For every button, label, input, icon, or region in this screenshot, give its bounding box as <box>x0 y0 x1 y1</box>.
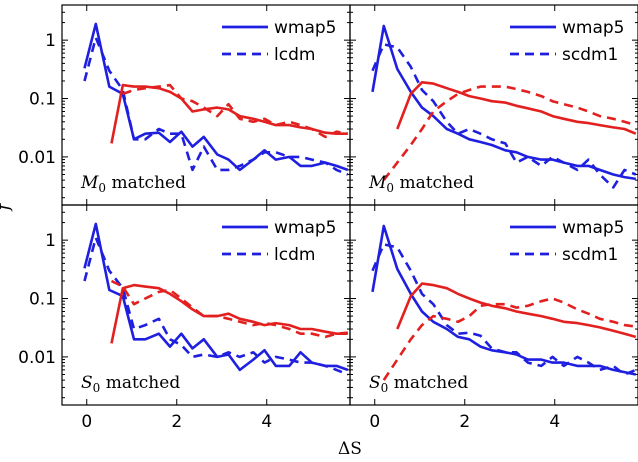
y-tick-label: 0.01 <box>18 348 56 368</box>
panel-top-left: 1 0.1 0.01 wmap5 lcdm M0 matched <box>18 4 351 206</box>
y-tick-label: 1 <box>45 231 56 251</box>
y-tick-label: 0.1 <box>29 290 56 310</box>
series-line-red-solid <box>396 282 637 339</box>
x-tick-label: 4 <box>261 412 272 432</box>
legend-label: wmap5 <box>562 218 625 238</box>
y-tick-label: 1 <box>45 31 56 51</box>
legend-label: lcdm <box>274 245 315 265</box>
x-tick-label: 2 <box>171 412 182 432</box>
series-line-red-dashed <box>110 279 348 339</box>
x-tick-label: 0 <box>369 412 380 432</box>
series-line-red-dashed <box>382 85 637 181</box>
panel-label-sub: 0 <box>381 381 389 395</box>
panel-label-sub: 0 <box>386 181 394 195</box>
panel-label-text: matched <box>394 173 474 193</box>
legend-label: scdm1 <box>562 245 618 265</box>
x-tick-label: 4 <box>549 412 560 432</box>
panel-label-var: S <box>369 373 381 393</box>
x-tick-label: 0 <box>81 412 92 432</box>
x-axis-label: ΔS <box>338 439 362 459</box>
panel-top-right: wmap5 scdm1 M0 matched <box>349 4 638 206</box>
panel-frame <box>349 204 638 406</box>
legend-label: wmap5 <box>562 18 625 38</box>
legend-label: wmap5 <box>274 218 337 238</box>
series-line-red-solid <box>110 283 348 344</box>
series-line-blue-dashed <box>83 36 349 176</box>
panel-label-sub: 0 <box>98 181 106 195</box>
series-line-blue-dashed <box>371 42 637 189</box>
panel-label-text: matched <box>100 373 180 393</box>
legend-label: wmap5 <box>274 18 337 38</box>
series-line-red-dashed <box>382 297 636 381</box>
legend-label: scdm1 <box>562 45 618 65</box>
y-tick-label: 0.01 <box>18 148 56 168</box>
legend-label: lcdm <box>274 45 315 65</box>
series-line-red-dashed <box>122 83 349 139</box>
panel-label: S0 matched <box>81 373 180 395</box>
panel-label-text: matched <box>106 173 186 193</box>
y-axis-label: f <box>0 200 14 212</box>
panel-label-sub: 0 <box>93 381 101 395</box>
panel-label: M0 matched <box>80 173 186 195</box>
y-tick-label: 0.1 <box>29 90 56 110</box>
panel-label-var: M <box>80 173 99 193</box>
series-line-blue-dashed <box>371 243 637 376</box>
panel-label-text: matched <box>388 373 468 393</box>
panel-label: S0 matched <box>369 373 468 395</box>
series-line-blue-solid <box>83 222 349 372</box>
panel-label-var: M <box>368 173 387 193</box>
panel-label-var: S <box>81 373 93 393</box>
series-line-blue-solid <box>371 24 637 181</box>
panel-label: M0 matched <box>368 173 474 195</box>
x-tick-label: 2 <box>459 412 470 432</box>
series-line-red-solid <box>396 81 637 135</box>
